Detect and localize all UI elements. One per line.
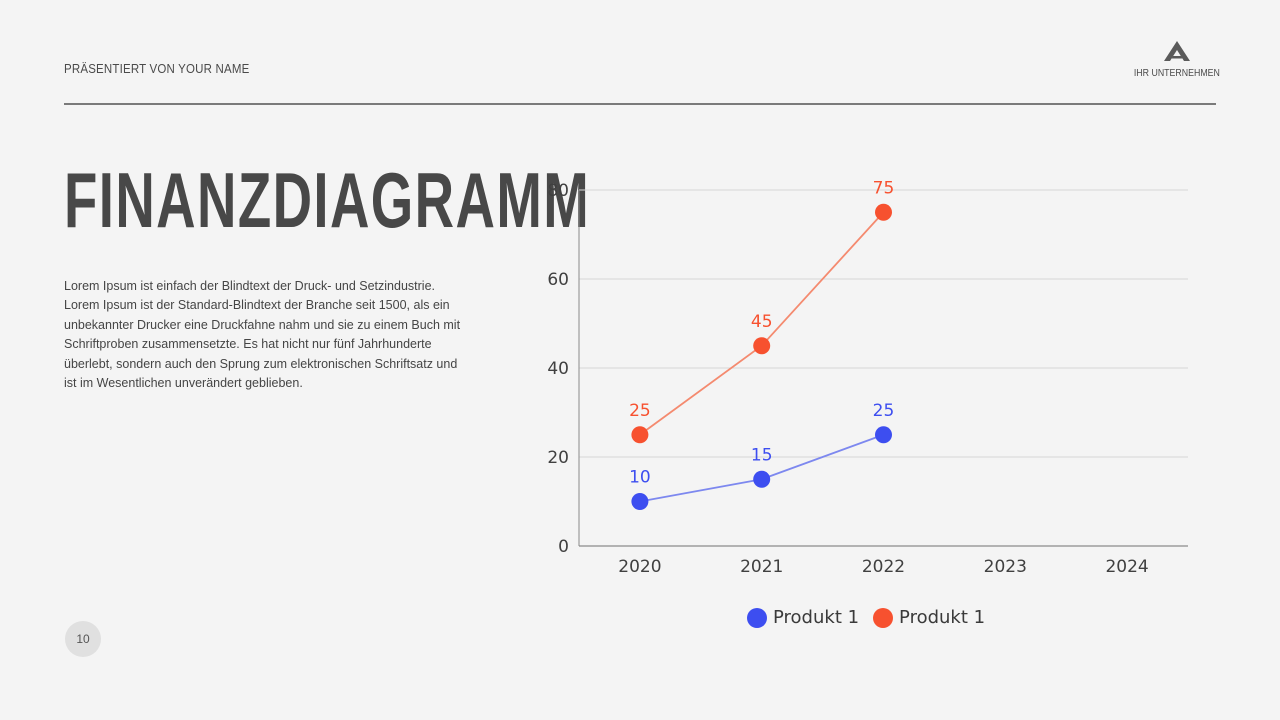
y-tick-label-80: 80 xyxy=(547,181,569,201)
page-number: 10 xyxy=(65,621,101,657)
y-tick-label-20: 20 xyxy=(547,448,569,468)
page-title: FINANZDIAGRAMM xyxy=(64,156,591,244)
legend-label-series-2: Produkt 1 xyxy=(899,607,986,628)
y-tick-label-60: 60 xyxy=(547,270,569,290)
legend-label-series-1: Produkt 1 xyxy=(773,607,860,628)
series-1-data-label-2021: 15 xyxy=(751,445,773,465)
y-tick-label-40: 40 xyxy=(547,359,569,379)
x-tick-label-2020: 2020 xyxy=(618,557,661,577)
y-tick-label-0: 0 xyxy=(558,537,569,557)
chart-legend: Produkt 1 Produkt 1 xyxy=(747,607,999,628)
company-logo: IHR UNTERNEHMEN xyxy=(1132,40,1222,79)
presenter-label: PRÄSENTIERT VON YOUR NAME xyxy=(64,62,250,76)
body-text: Lorem Ipsum ist einfach der Blindtext de… xyxy=(64,279,461,391)
x-tick-label-2023: 2023 xyxy=(984,557,1027,577)
series-1-point-2021 xyxy=(753,470,771,488)
x-tick-label-2022: 2022 xyxy=(862,557,905,577)
legend-dot-series-2 xyxy=(873,607,894,628)
line-chart: 0 20 40 60 80 2020 2021 2022 2023 2024 10 15 25 25 45 7… xyxy=(547,178,1188,577)
legend-item-series-1: Produkt 1 xyxy=(747,607,859,628)
legend-dot-series-1 xyxy=(747,607,767,628)
series-2-point-2022 xyxy=(875,203,892,221)
legend-item-series-2: Produkt 1 xyxy=(873,607,985,628)
series-2-point-2020 xyxy=(631,426,649,444)
series-1-data-label-2020: 10 xyxy=(629,468,651,488)
x-tick-label-2024: 2024 xyxy=(1105,557,1148,577)
series-2-data-label-2021: 45 xyxy=(751,312,773,332)
header-divider xyxy=(64,103,1216,105)
series-2-data-label-2020: 25 xyxy=(629,401,651,421)
series-2-point-2021 xyxy=(753,337,771,355)
series-1-point-2020 xyxy=(631,493,649,510)
triangle-logo-icon xyxy=(1164,41,1190,61)
series-1-point-2022 xyxy=(875,426,892,444)
x-tick-label-2021: 2021 xyxy=(740,557,783,577)
series-1-data-label-2022: 25 xyxy=(873,401,895,421)
series-2-data-label-2022: 75 xyxy=(873,178,895,198)
company-name: IHR UNTERNEHMEN xyxy=(1133,68,1221,79)
